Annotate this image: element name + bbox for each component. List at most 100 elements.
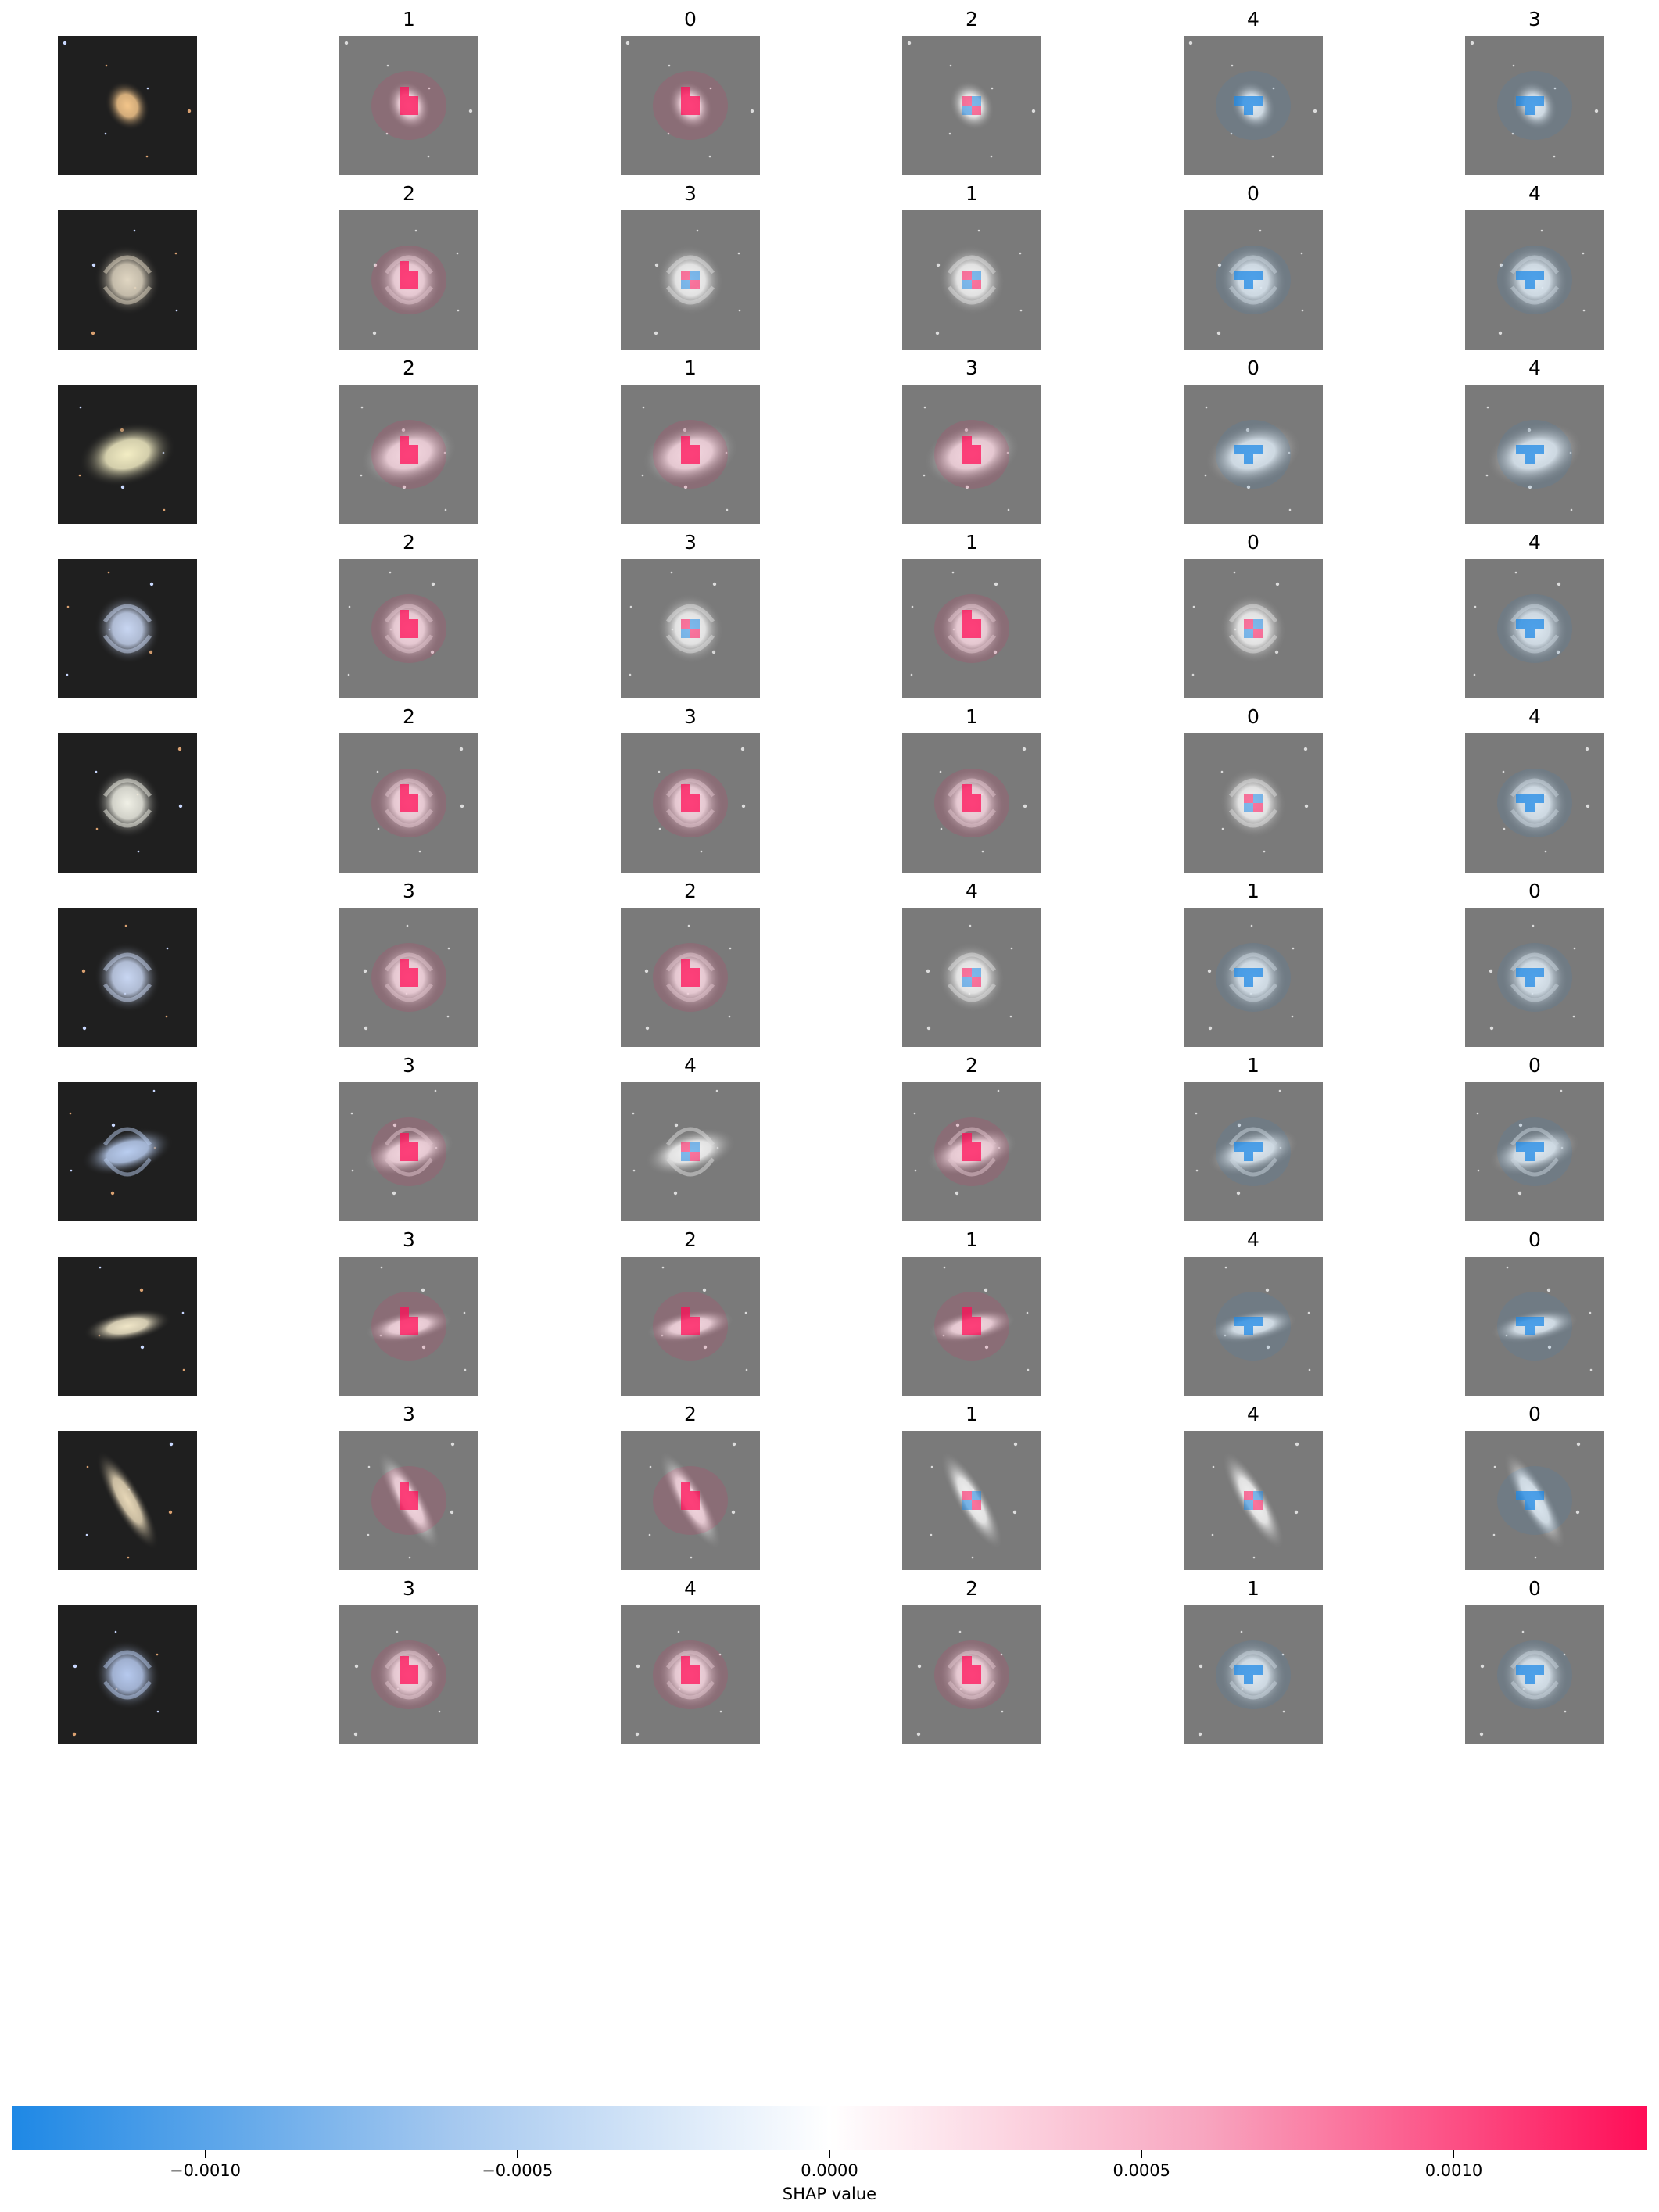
shap-overlay-image [339, 559, 478, 698]
shap-overlay-image [1465, 908, 1604, 1047]
shap-overlay-image [1184, 385, 1323, 524]
class-label: 3 [403, 880, 415, 902]
class-label: 2 [684, 1403, 697, 1425]
class-label: 2 [403, 357, 415, 379]
original-galaxy-image [58, 559, 197, 698]
shap-overlay-image [1465, 1082, 1604, 1221]
class-label: 2 [966, 1054, 978, 1077]
class-label: 2 [684, 1228, 697, 1251]
class-label: 3 [403, 1054, 415, 1077]
class-label: 4 [1247, 1403, 1259, 1425]
shap-overlay-image [339, 1257, 478, 1396]
class-label: 0 [1247, 182, 1259, 205]
class-label: 1 [403, 8, 415, 30]
class-label: 0 [1247, 357, 1259, 379]
colorbar-label: SHAP value [782, 2185, 877, 2203]
shap-overlay-image [339, 908, 478, 1047]
class-label: 1 [1247, 880, 1259, 902]
shap-overlay-image [621, 210, 760, 350]
shap-overlay-image [1184, 908, 1323, 1047]
shap-overlay-image [1184, 1257, 1323, 1396]
class-label: 1 [966, 1403, 978, 1425]
class-label: 0 [1528, 1403, 1541, 1425]
colorbar-tick-label: −0.0010 [169, 2161, 242, 2180]
shap-overlay-image [1465, 1605, 1604, 1744]
shap-overlay-image [902, 733, 1041, 873]
shap-overlay-image [1465, 210, 1604, 350]
colorbar-tick-label: 0.0010 [1424, 2161, 1483, 2180]
colorbar-tick [1453, 2150, 1455, 2158]
shap-overlay-image [902, 908, 1041, 1047]
colorbar: SHAP value −0.0010 −0.0005 0.0000 0.0005 0.0… [0, 2095, 1659, 2212]
original-galaxy-image [58, 1257, 197, 1396]
class-label: 2 [403, 531, 415, 554]
original-galaxy-image [58, 908, 197, 1047]
class-label: 1 [966, 531, 978, 554]
shap-overlay-image [339, 1605, 478, 1744]
shap-overlay-image [902, 1082, 1041, 1221]
class-label: 4 [1247, 8, 1259, 30]
class-label: 0 [1528, 880, 1541, 902]
class-label: 0 [1528, 1054, 1541, 1077]
shap-overlay-image [1465, 559, 1604, 698]
shap-overlay-image [1465, 36, 1604, 175]
original-galaxy-image [58, 733, 197, 873]
colorbar-gradient [12, 2106, 1647, 2150]
shap-overlay-image [621, 559, 760, 698]
class-label: 4 [1528, 531, 1541, 554]
colorbar-tick-label: 0.0000 [801, 2161, 858, 2180]
original-galaxy-image [58, 1605, 197, 1744]
colorbar-tick [829, 2150, 830, 2158]
class-label: 3 [1528, 8, 1541, 30]
shap-overlay-image [339, 1082, 478, 1221]
class-label: 4 [966, 880, 978, 902]
class-label: 3 [684, 182, 697, 205]
class-label: 2 [403, 182, 415, 205]
shap-overlay-image [621, 1605, 760, 1744]
original-galaxy-image [58, 210, 197, 350]
class-label: 3 [403, 1228, 415, 1251]
class-label: 2 [966, 8, 978, 30]
shap-overlay-image [339, 385, 478, 524]
shap-overlay-image [339, 733, 478, 873]
shap-overlay-image [902, 1431, 1041, 1570]
colorbar-tick [204, 2150, 206, 2158]
shap-overlay-image [902, 1605, 1041, 1744]
shap-overlay-image [1184, 559, 1323, 698]
class-label: 2 [403, 705, 415, 728]
class-label: 4 [684, 1577, 697, 1600]
shap-overlay-image [339, 1431, 478, 1570]
shap-overlay-image [621, 1257, 760, 1396]
colorbar-tick [1141, 2150, 1143, 2158]
shap-overlay-image [902, 36, 1041, 175]
class-label: 0 [684, 8, 697, 30]
class-label: 1 [966, 1228, 978, 1251]
shap-overlay-image [1184, 1082, 1323, 1221]
class-label: 4 [1247, 1228, 1259, 1251]
colorbar-tick-label: 0.0005 [1113, 2161, 1170, 2180]
class-label: 1 [684, 357, 697, 379]
shap-overlay-image [621, 908, 760, 1047]
shap-overlay-image [1184, 1431, 1323, 1570]
shap-overlay-image [902, 210, 1041, 350]
shap-overlay-image [902, 559, 1041, 698]
class-label: 4 [1528, 705, 1541, 728]
class-label: 0 [1247, 705, 1259, 728]
class-label: 0 [1528, 1577, 1541, 1600]
class-label: 1 [966, 182, 978, 205]
class-label: 2 [684, 880, 697, 902]
original-galaxy-image [58, 385, 197, 524]
shap-overlay-image [1184, 210, 1323, 350]
class-label: 0 [1247, 531, 1259, 554]
shap-overlay-image [621, 385, 760, 524]
class-label: 1 [966, 705, 978, 728]
class-label: 3 [403, 1403, 415, 1425]
shap-overlay-image [1465, 733, 1604, 873]
class-label: 3 [403, 1577, 415, 1600]
shap-image-grid: 1 0 2 4 3 2 3 1 0 4 2 1 3 0 4 2 3 1 0 4 2 3 1 0 4 3 2 4 1 0 3 4 2 1 0 3 2 1 4 0… [58, 8, 1604, 1744]
class-label: 4 [1528, 182, 1541, 205]
shap-overlay-image [621, 36, 760, 175]
shap-overlay-image [621, 1082, 760, 1221]
shap-overlay-image [1465, 1257, 1604, 1396]
shap-overlay-image [1465, 385, 1604, 524]
